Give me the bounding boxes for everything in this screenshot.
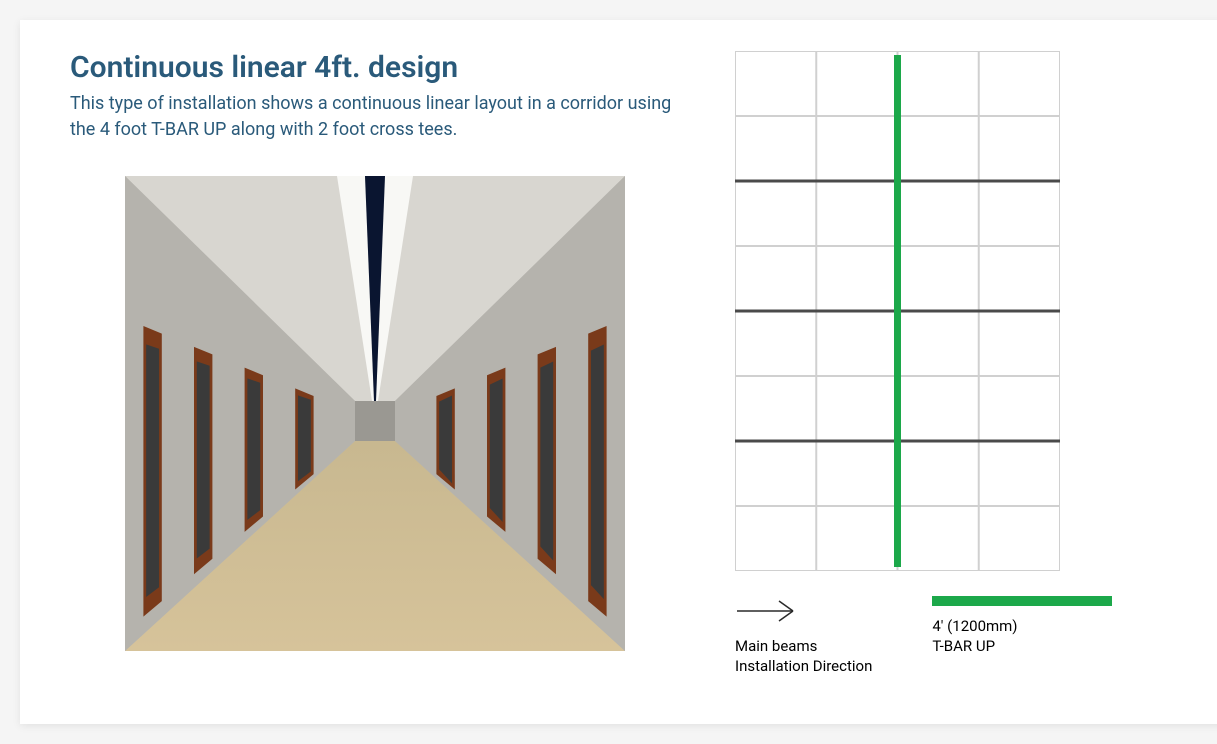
tbar-swatch <box>932 596 1112 606</box>
content-row: Main beams Installation Direction 4' (12… <box>70 161 1187 677</box>
corridor-render-wrap <box>125 176 625 651</box>
legend: Main beams Installation Direction 4' (12… <box>735 596 1112 677</box>
diagram-column: Main beams Installation Direction 4' (12… <box>735 51 1112 677</box>
arrow-icon <box>735 596 805 626</box>
legend-main-beams: Main beams Installation Direction <box>735 596 872 677</box>
legend-main-beams-line2: Installation Direction <box>735 656 872 676</box>
page-subtitle: This type of installation shows a contin… <box>70 91 690 143</box>
legend-tbar: 4' (1200mm) T-BAR UP <box>932 596 1112 657</box>
legend-tbar-line1: 4' (1200mm) <box>932 616 1017 636</box>
legend-tbar-label: 4' (1200mm) T-BAR UP <box>932 616 1017 657</box>
design-card: Continuous linear 4ft. design This type … <box>20 20 1217 724</box>
legend-main-beams-label: Main beams Installation Direction <box>735 636 872 677</box>
corridor-render <box>125 176 625 651</box>
legend-main-beams-line1: Main beams <box>735 636 872 656</box>
corridor-svg <box>125 176 625 651</box>
legend-tbar-line2: T-BAR UP <box>932 636 1017 656</box>
ceiling-grid-diagram <box>735 51 1060 571</box>
